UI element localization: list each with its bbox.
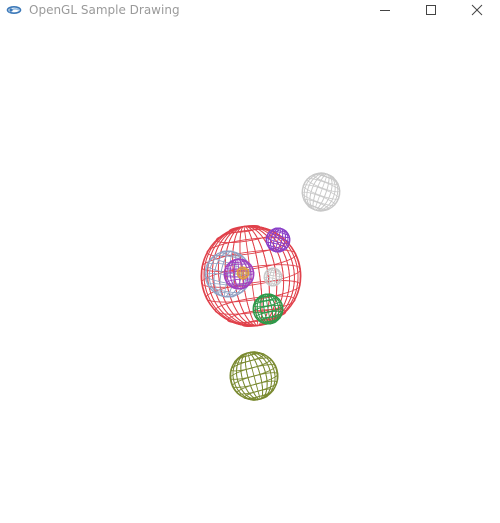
upper-purple-sphere-meridian [266,227,290,253]
top-right-gray-sphere-parallel [312,173,339,185]
olive-sphere [229,351,279,401]
upper-purple-sphere-parallel [265,235,291,245]
top-right-gray-sphere-parallel [307,205,323,212]
small-gray-sphere-meridian [264,267,282,287]
olive-sphere-parallel [251,394,269,401]
top-right-gray-sphere-parallel [306,178,341,193]
maximize-button[interactable] [408,0,454,20]
close-icon [471,4,483,16]
title-bar[interactable]: OpenGL Sample Drawing [0,0,500,20]
small-gray-sphere-parallel [263,277,282,283]
upper-purple-sphere-parallel [274,227,287,233]
small-gray-sphere-parallel [266,282,278,286]
inner-orange-core-parallel [238,276,248,279]
inner-orange-core-parallel [236,271,250,275]
upper-purple-sphere-parallel [269,247,282,253]
inner-blue-ring-sphere-meridian [223,251,233,297]
green-sphere-parallel [255,295,278,302]
top-right-gray-sphere-parallel [301,191,336,206]
window-title: OpenGL Sample Drawing [29,3,180,17]
inner-orange-core [236,266,250,280]
inner-blue-ring-sphere-parallel [214,291,235,298]
inner-orange-core-parallel [238,267,248,270]
top-right-gray-sphere [301,172,341,212]
inner-blue-ring-sphere-parallel [221,250,242,257]
green-sphere [252,293,284,325]
upper-purple-sphere [265,227,291,253]
close-button[interactable] [454,0,500,20]
green-sphere-parallel [252,304,284,314]
upper-purple-sphere-parallel [265,242,287,250]
central-sphere-parallel [206,237,288,257]
small-gray-sphere [263,267,283,287]
green-sphere-meridian [264,294,272,324]
inner-blue-ring-sphere-meridian [205,250,251,298]
minimize-button[interactable] [362,0,408,20]
top-right-gray-sphere-parallel [302,184,340,200]
opengl-canvas[interactable] [0,20,500,523]
central-sphere-parallel [228,224,261,233]
inner-orange-core-meridian [237,266,249,280]
upper-purple-sphere-parallel [269,230,291,238]
green-sphere-parallel [254,310,284,319]
central-sphere-parallel [227,308,287,324]
green-sphere-parallel [264,320,277,325]
small-gray-sphere-parallel [268,268,280,272]
small-gray-sphere-parallel [264,271,283,277]
opengl-app-icon [6,5,22,15]
top-right-gray-sphere-meridian [314,174,328,210]
scene-canvas [200,172,341,401]
inner-purple-sphere-parallel [229,259,246,264]
green-sphere-parallel [252,299,282,308]
inner-blue-ring-sphere-parallel [207,283,244,293]
inner-purple-sphere-parallel [226,278,254,285]
minimize-icon [380,10,390,11]
maximize-icon [426,5,436,15]
inner-purple-sphere-meridian [224,258,254,290]
inner-purple-sphere-parallel [232,284,249,289]
central-sphere-parallel [205,280,301,303]
